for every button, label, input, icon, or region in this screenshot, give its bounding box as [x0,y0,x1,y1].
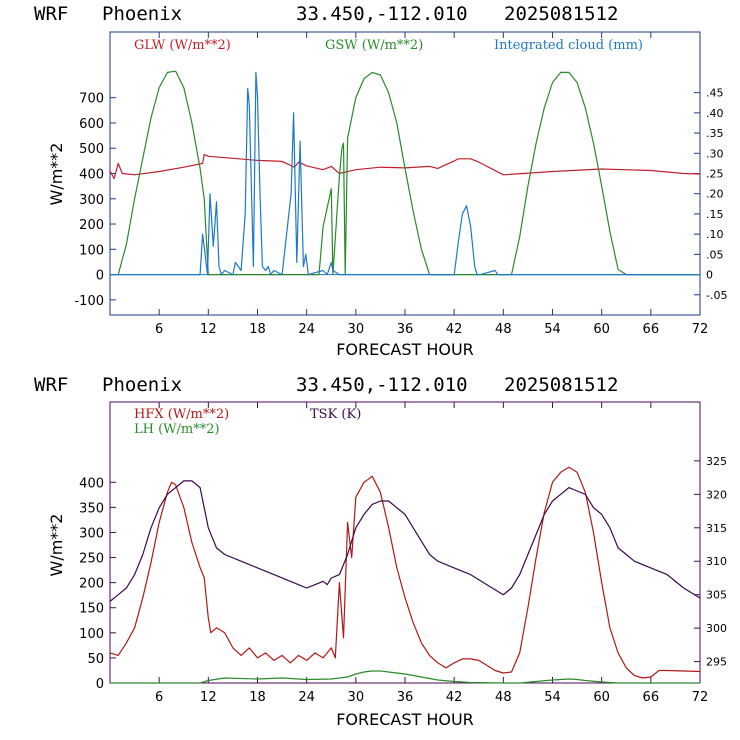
chart2-xtick-label: 54 [544,690,561,705]
chart2-ytick-label: 300 [79,526,104,541]
chart2-series-lh-line [110,670,700,684]
chart1-xtick-label: 6 [155,322,163,337]
chart1-y2tick-label: 0 [706,269,713,282]
chart1-xtick-label: 54 [544,322,561,337]
chart2-plot: 6 12 18 24 30 36 42 48 54 60 66 72 0 50 100 150 200 250 30… [47,401,727,729]
chart1-y2tick-label: .20 [706,188,724,201]
chart2-y2tick-label: 320 [706,488,727,501]
chart1-init: 2025081512 [504,3,618,25]
chart1-series-integrated-line [110,71,700,276]
chart2-legend-lh: LH (W/m**2) [134,422,220,437]
chart1-y2tick-label: .25 [706,168,724,181]
chart1-ytick-label: 0 [96,269,104,284]
chart1-y2tick-label: .05 [706,248,724,261]
chart2-ytick-label: 0 [96,677,104,692]
chart1-frame [109,31,701,316]
chart1-legend-glw: GLW (W/m**2) [134,38,231,53]
chart1-y-axis-label: W/m**2 [47,143,66,206]
chart1-x-axis-label: FORECAST HOUR [336,340,474,359]
chart2-y2tick-label: 295 [706,656,727,669]
chart2-y2tick-label: 315 [706,522,727,535]
chart1-legend-integrated: Integrated cloud (mm) [494,38,643,53]
chart2-y2tick-label: 325 [706,455,727,468]
chart2-coords: 33.450,-112.010 [296,374,468,396]
chart1-xtick-label: 42 [446,322,463,337]
chart1-y2tick-label: .30 [706,147,724,160]
chart1-ytick-label: 100 [79,243,104,258]
chart2-ytick-label: 50 [87,652,104,667]
chart1-xtick-label: 48 [495,322,512,337]
chart2-place: Phoenix [102,374,182,396]
chart2-y2tick-label: 305 [706,589,727,602]
chart1-y2tick-label: .40 [706,107,724,120]
chart1-xtick-label: 12 [200,322,217,337]
chart2-xtick-label: 12 [200,690,217,705]
chart1-xtick-label: 24 [298,322,315,337]
chart2-xtick-label: 6 [155,690,163,705]
chart1-model: WRF [34,3,68,25]
chart1-y2tick-label: .15 [706,208,724,221]
chart2-ytick-label: 400 [79,476,104,491]
chart2-xtick-label: 60 [593,690,610,705]
chart1-xtick-label: 36 [397,322,414,337]
chart1-xtick-label: 60 [593,322,610,337]
chart2-legend-hfx: HFX (W/m**2) [134,407,229,422]
chart1-ytick-label: 300 [79,193,104,208]
chart1-series-gsw-line [110,70,700,276]
chart2-series-tsk-line [109,480,701,602]
chart2-y2tick-label: 310 [706,555,727,568]
chart1-ytick-label: 700 [79,92,104,107]
chart2-ytick-label: 200 [79,577,104,592]
chart1-y2tick-label: -.05 [706,289,727,302]
chart1-xtick-label: 30 [348,322,365,337]
chart1-xtick-label: 18 [249,322,266,337]
chart2-ytick-label: 150 [79,602,104,617]
chart2-model: WRF [34,374,68,396]
chart2-xtick-label: 42 [446,690,463,705]
chart1-ytick-label: 600 [79,117,104,132]
chart2-xtick-label: 24 [298,690,315,705]
chart1-y2tick-label: .35 [706,127,724,140]
chart2-xtick-label: 66 [643,690,660,705]
chart2-init: 2025081512 [504,374,618,396]
chart1-ytick-label: 400 [79,168,104,183]
chart1-ytick-label: 500 [79,142,104,157]
chart2-series-hfx-line [109,466,701,679]
chart2-xtick-label: 30 [348,690,365,705]
chart1-xtick-label: 66 [643,322,660,337]
chart1-y2tick-label: .10 [706,228,724,241]
chart1-plot: 6 12 18 24 30 36 42 48 54 60 66 72 -100 0 100 200 300 400… [47,31,727,359]
chart1-ytick-label: 200 [79,218,104,233]
chart1-series-glw-line [109,153,701,180]
chart2-x-axis-label: FORECAST HOUR [336,710,474,729]
chart2-xtick-label: 18 [249,690,266,705]
chart2-ytick-label: 250 [79,552,104,567]
chart2-ytick-label: 350 [79,501,104,516]
chart1-place: Phoenix [102,3,182,25]
chart2-y-axis-label: W/m**2 [47,514,66,577]
chart1-legend-gsw: GSW (W/m**2) [325,38,423,53]
chart1-coords: 33.450,-112.010 [296,3,468,25]
chart2-ytick-label: 100 [79,627,104,642]
chart2-xtick-label: 36 [397,690,414,705]
chart2-xtick-label: 48 [495,690,512,705]
chart2-xtick-label: 72 [692,690,709,705]
chart2-y2tick-label: 300 [706,622,727,635]
chart1-ytick-label: -100 [74,294,104,309]
chart1-y2tick-label: .45 [706,87,724,100]
chart2-frame [109,401,701,684]
chart1-xtick-label: 72 [692,322,709,337]
chart2-legend-tsk: TSK (K) [310,407,361,422]
